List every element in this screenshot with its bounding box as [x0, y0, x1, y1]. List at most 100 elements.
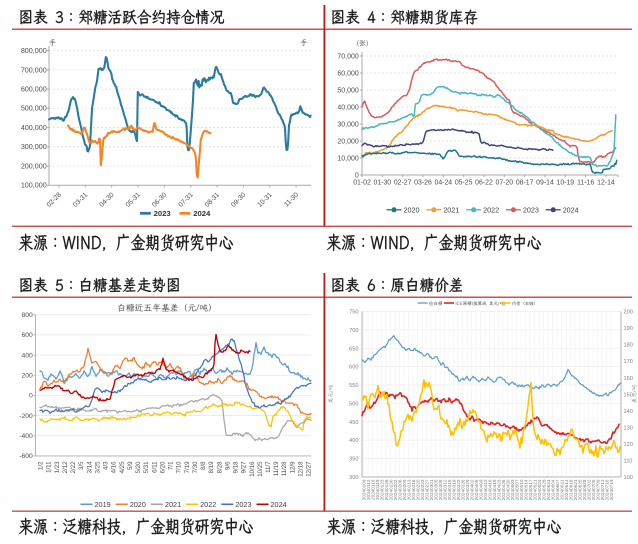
svg-text:20240409: 20240409: [478, 479, 483, 500]
svg-text:20240531: 20240531: [546, 479, 551, 500]
svg-text:7/19: 7/19: [184, 461, 191, 473]
svg-text:20240607: 20240607: [555, 479, 560, 500]
svg-text:20240315: 20240315: [447, 479, 452, 500]
svg-text:400: 400: [349, 438, 358, 444]
svg-text:40,000: 40,000: [337, 104, 359, 111]
svg-text:2/22: 2/22: [70, 461, 77, 473]
svg-text:20240614: 20240614: [564, 479, 569, 500]
svg-text:20240301: 20240301: [429, 479, 434, 500]
svg-text:20240305: 20240305: [433, 479, 438, 500]
svg-text:20240716: 20240716: [604, 479, 609, 500]
svg-text:01-02: 01-02: [353, 179, 371, 186]
svg-text:02-27: 02-27: [394, 179, 412, 186]
svg-text:800,000: 800,000: [21, 46, 47, 55]
svg-text:11/28: 11/28: [281, 461, 288, 476]
svg-text:20240625: 20240625: [577, 479, 582, 500]
svg-text:2024: 2024: [271, 500, 287, 509]
svg-text:20240628: 20240628: [582, 479, 587, 500]
svg-text:20240702: 20240702: [586, 479, 591, 500]
svg-text:5/9: 5/9: [127, 461, 134, 470]
svg-text:20240719: 20240719: [609, 479, 614, 500]
svg-text:60,000: 60,000: [337, 70, 359, 77]
svg-text:20240528: 20240528: [541, 479, 546, 500]
svg-text:05-25: 05-25: [455, 179, 473, 186]
svg-text:2021: 2021: [443, 205, 459, 214]
svg-text:20240503: 20240503: [510, 479, 515, 500]
svg-text:9/27: 9/27: [241, 461, 248, 473]
svg-text:550: 550: [349, 383, 358, 389]
svg-text:20240312: 20240312: [442, 479, 447, 500]
svg-text:20240227: 20240227: [424, 479, 429, 500]
svg-text:180: 180: [624, 343, 633, 349]
svg-text:8/19: 8/19: [208, 461, 215, 473]
svg-text:3/14: 3/14: [86, 461, 93, 473]
svg-text:20240206: 20240206: [397, 479, 402, 500]
svg-text:20240412: 20240412: [483, 479, 488, 500]
svg-text:300: 300: [349, 475, 358, 481]
svg-text:5/20: 5/20: [135, 461, 142, 473]
svg-text:750: 750: [349, 310, 358, 316]
svg-text:12/18: 12/18: [297, 461, 304, 477]
svg-text:170: 170: [624, 359, 633, 365]
svg-text:20240112: 20240112: [366, 479, 371, 500]
svg-text:650: 650: [349, 346, 358, 352]
svg-text:2024: 2024: [193, 209, 211, 218]
svg-text:2019: 2019: [95, 500, 111, 509]
svg-text:11/7: 11/7: [265, 461, 272, 473]
svg-text:03-26: 03-26: [414, 179, 432, 186]
svg-text:800: 800: [21, 312, 33, 319]
svg-text:20240419: 20240419: [492, 479, 497, 500]
svg-text:3/25: 3/25: [94, 461, 101, 473]
svg-text:20240326: 20240326: [460, 479, 465, 500]
svg-text:20240712: 20240712: [600, 479, 605, 500]
svg-text:130: 130: [624, 425, 633, 431]
svg-text:20240322: 20240322: [456, 479, 461, 500]
svg-text:2023: 2023: [154, 209, 171, 218]
svg-text:3/5: 3/5: [78, 461, 85, 470]
svg-text:150: 150: [624, 392, 633, 398]
svg-text:20240430: 20240430: [505, 479, 510, 500]
svg-text:20240621: 20240621: [573, 479, 578, 500]
svg-text:2023: 2023: [235, 500, 251, 509]
svg-text:600: 600: [349, 365, 358, 371]
svg-text:20240216: 20240216: [411, 479, 416, 500]
svg-text:10-19: 10-19: [556, 179, 574, 186]
svg-text:20240329: 20240329: [465, 479, 470, 500]
svg-text:450: 450: [349, 420, 358, 426]
svg-text:07-20: 07-20: [495, 179, 513, 186]
svg-text:8/8: 8/8: [200, 461, 207, 470]
svg-text:8/28: 8/28: [216, 461, 223, 473]
svg-text:20240618: 20240618: [568, 479, 573, 500]
svg-text:2/12: 2/12: [62, 461, 69, 473]
svg-text:600,000: 600,000: [21, 85, 47, 94]
svg-text:20240423: 20240423: [496, 479, 501, 500]
svg-text:20240705: 20240705: [591, 479, 596, 500]
svg-text:140: 140: [624, 409, 633, 415]
svg-text:700,000: 700,000: [21, 65, 47, 74]
svg-text:06-22: 06-22: [475, 179, 493, 186]
svg-text:11-16: 11-16: [577, 179, 594, 186]
svg-text:20240308: 20240308: [438, 479, 443, 500]
svg-text:2021: 2021: [165, 500, 181, 509]
svg-text:700: 700: [349, 328, 358, 334]
svg-text:20240514: 20240514: [523, 479, 528, 500]
svg-text:200,000: 200,000: [21, 161, 47, 170]
svg-text:4/25: 4/25: [119, 461, 126, 473]
svg-text:12/27: 12/27: [306, 461, 313, 477]
svg-text:09-14: 09-14: [536, 179, 554, 186]
svg-text:70,000: 70,000: [337, 53, 359, 60]
svg-text:20240604: 20240604: [550, 479, 555, 500]
svg-text:350: 350: [349, 457, 358, 463]
svg-text:20240126: 20240126: [384, 479, 389, 500]
svg-text:300,000: 300,000: [21, 142, 47, 151]
svg-text:10/16: 10/16: [249, 461, 256, 477]
svg-text:20240510: 20240510: [519, 479, 524, 500]
svg-text:2023: 2023: [523, 205, 539, 214]
svg-text:04-24: 04-24: [435, 179, 453, 186]
svg-text:400,000: 400,000: [21, 123, 47, 132]
svg-text:-600: -600: [19, 453, 33, 460]
svg-text:110: 110: [624, 458, 633, 464]
svg-text:11/19: 11/19: [273, 461, 280, 476]
svg-text:20240223: 20240223: [420, 479, 425, 500]
svg-text:120: 120: [624, 442, 633, 448]
